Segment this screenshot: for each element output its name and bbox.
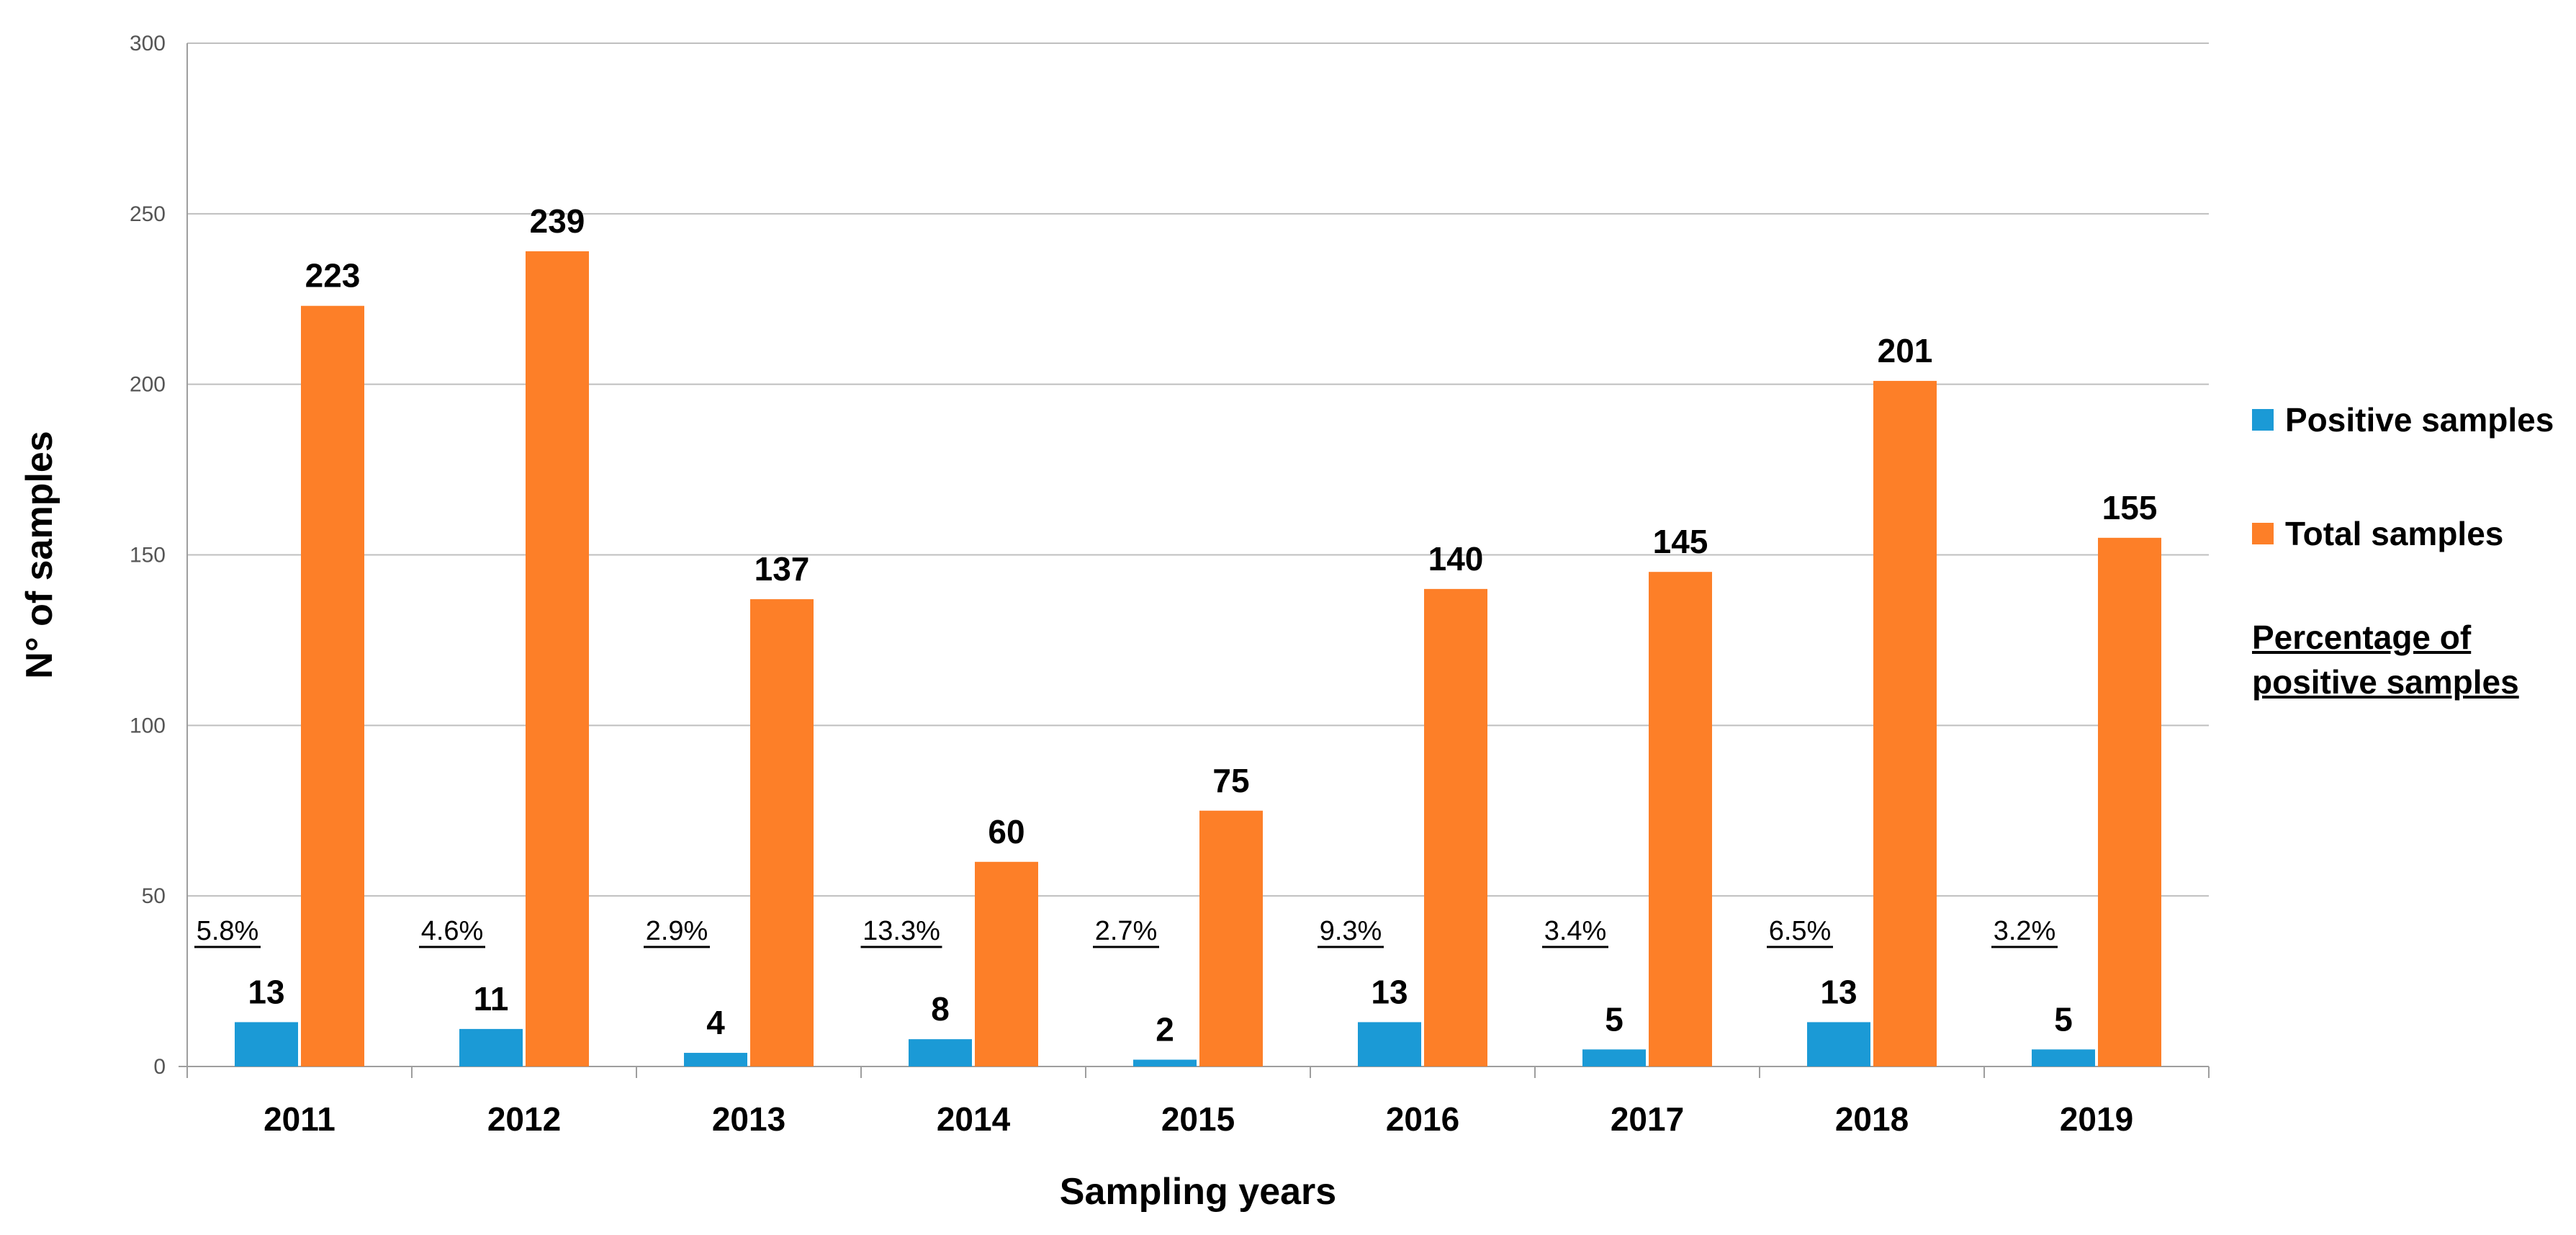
- data-label-positive: 5: [1605, 1000, 1623, 1038]
- bar-total: [1649, 572, 1712, 1066]
- x-tick-label: 2017: [1611, 1100, 1684, 1138]
- legend-percentage-line1: Percentage of: [2252, 619, 2472, 656]
- x-tick-label: 2019: [2060, 1100, 2133, 1138]
- data-label-positive: 2: [1156, 1011, 1174, 1048]
- bar-positive: [459, 1028, 523, 1066]
- x-tick-label: 2015: [1161, 1100, 1235, 1138]
- legend-label-total: Total samples: [2285, 515, 2504, 552]
- y-tick-label: 0: [153, 1055, 166, 1079]
- percentage-label: 5.8%: [197, 916, 259, 946]
- y-tick-label: 200: [130, 373, 166, 397]
- legend-label-positive: Positive samples: [2285, 401, 2554, 439]
- percentage-label: 3.2%: [1994, 916, 2056, 946]
- x-tick-label: 2014: [937, 1100, 1011, 1138]
- data-label-total: 145: [1653, 523, 1708, 560]
- bar-total: [2098, 537, 2161, 1066]
- bar-positive: [1582, 1049, 1646, 1066]
- data-label-total: 155: [2102, 489, 2158, 526]
- y-tick-label: 100: [130, 714, 166, 737]
- x-tick-label: 2012: [487, 1100, 561, 1138]
- bar-total: [750, 599, 814, 1066]
- x-tick-label: 2016: [1386, 1100, 1459, 1138]
- bar-positive: [235, 1022, 298, 1066]
- data-label-total: 201: [1878, 332, 1933, 369]
- bar-total: [301, 305, 364, 1066]
- x-tick-label: 2013: [712, 1100, 785, 1138]
- y-tick-label: 250: [130, 202, 166, 226]
- data-label-positive: 13: [1371, 973, 1408, 1010]
- y-tick-label: 50: [142, 884, 166, 908]
- bar-positive: [909, 1039, 972, 1066]
- bar-positive: [1807, 1022, 1870, 1066]
- x-tick-label: 2018: [1835, 1100, 1909, 1138]
- percentage-label: 2.9%: [646, 916, 708, 946]
- data-label-total: 75: [1212, 762, 1249, 799]
- y-tick-label: 150: [130, 544, 166, 567]
- legend-item-positive: Positive samples: [2252, 395, 2569, 445]
- data-label-total: 223: [305, 257, 361, 295]
- data-label-positive: 5: [2054, 1000, 2073, 1038]
- percentage-label: 4.6%: [421, 916, 484, 946]
- bar-positive: [2032, 1049, 2095, 1066]
- percentage-label: 3.4%: [1544, 916, 1607, 946]
- data-label-total: 239: [530, 202, 585, 240]
- y-axis-title: N° of samples: [19, 431, 60, 678]
- data-label-positive: 11: [474, 980, 509, 1018]
- bar-total: [1424, 588, 1487, 1066]
- legend-percentage-line2: positive samples: [2252, 663, 2519, 701]
- bar-positive: [1133, 1059, 1197, 1066]
- data-label-positive: 8: [931, 990, 950, 1028]
- y-tick-label: 300: [130, 32, 166, 55]
- percentage-label: 2.7%: [1095, 916, 1158, 946]
- data-label-positive: 13: [1820, 973, 1857, 1010]
- x-axis-title: Sampling years: [1060, 1171, 1336, 1213]
- data-label-total: 60: [988, 813, 1024, 850]
- percentage-label: 6.5%: [1769, 916, 1832, 946]
- legend-swatch-positive: [2252, 409, 2274, 431]
- legend-swatch-total: [2252, 523, 2274, 544]
- bar-total: [975, 861, 1038, 1066]
- bar-positive: [1358, 1022, 1421, 1066]
- x-tick-label: 2011: [264, 1100, 335, 1138]
- data-label-positive: 13: [248, 973, 284, 1010]
- data-label-total: 140: [1428, 540, 1484, 578]
- data-label-positive: 4: [706, 1004, 725, 1041]
- legend-item-total: Total samples: [2252, 508, 2569, 559]
- percentage-label: 13.3%: [863, 916, 940, 946]
- bar-total: [1199, 810, 1263, 1066]
- bar-positive: [684, 1053, 747, 1066]
- legend: Positive samples Total samples Percentag…: [2252, 395, 2569, 704]
- data-label-total: 137: [755, 550, 810, 588]
- percentage-label: 9.3%: [1320, 916, 1382, 946]
- bar-total: [1873, 380, 1937, 1066]
- bar-total: [526, 251, 589, 1067]
- legend-percentage-label: Percentage of positive samples: [2252, 615, 2569, 704]
